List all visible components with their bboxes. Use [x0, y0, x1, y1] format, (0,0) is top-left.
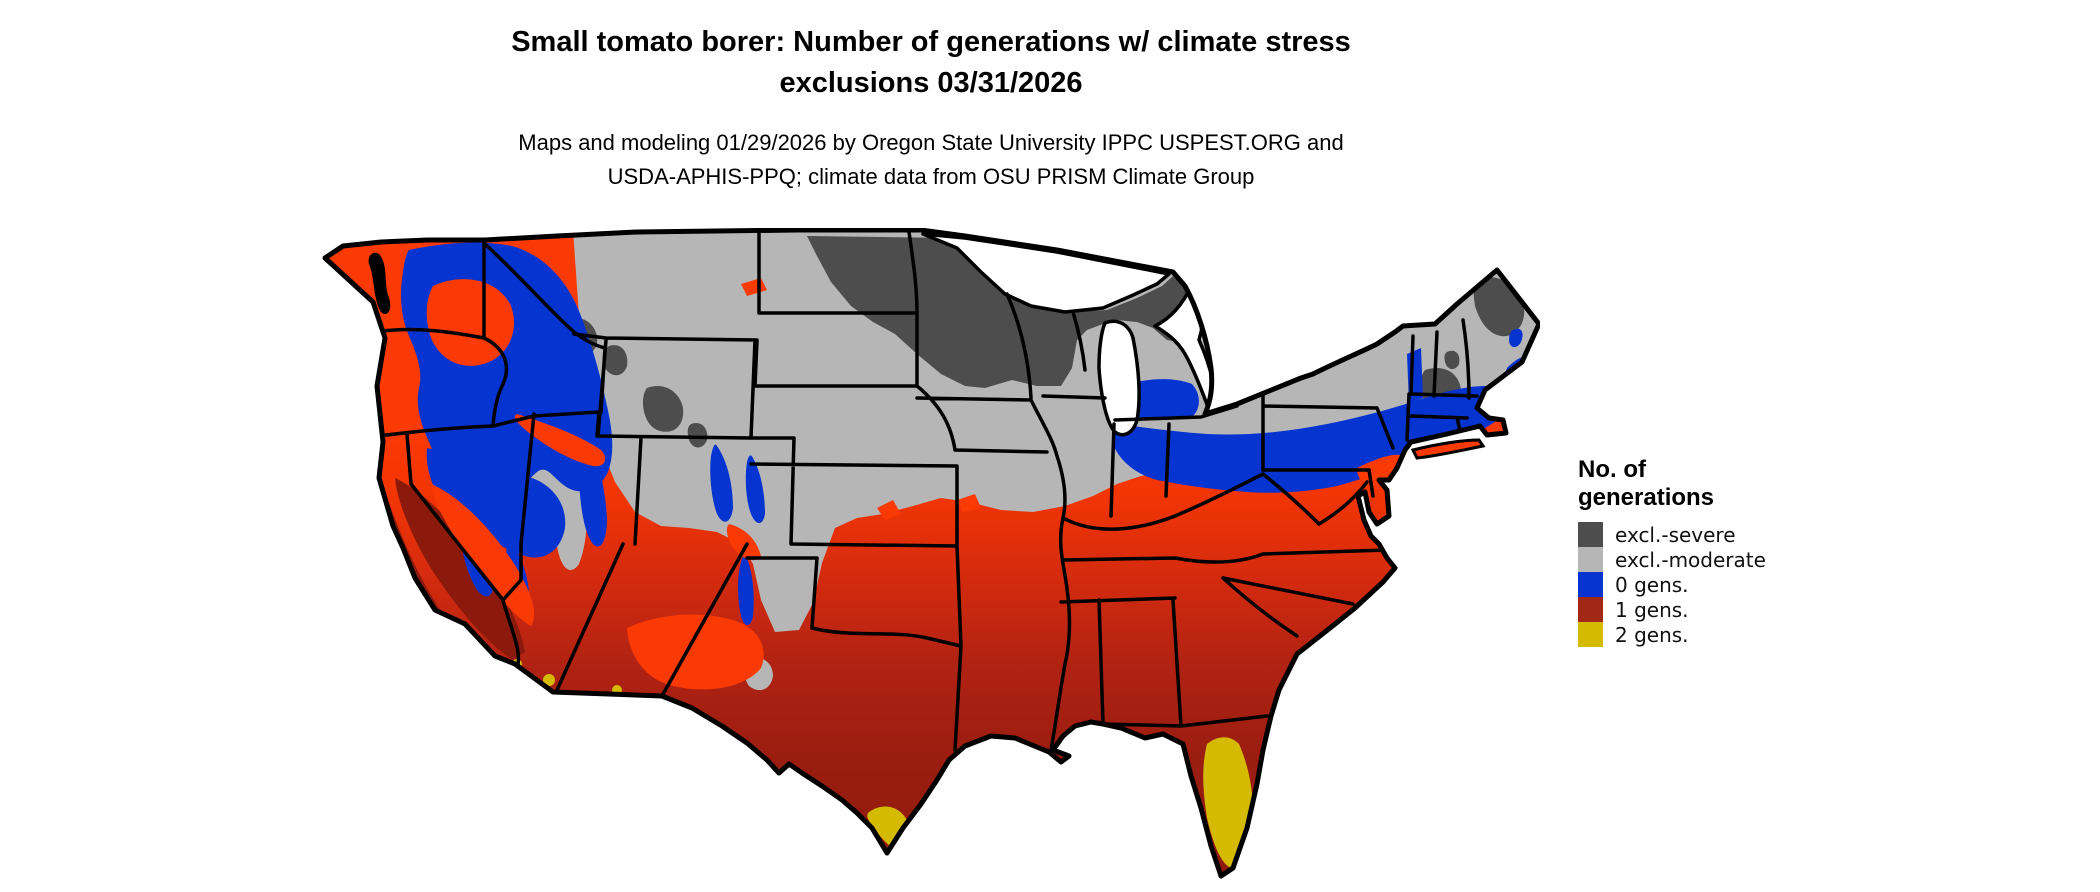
- zone-1gen-orange-patches: [358, 264, 1406, 690]
- title-line-2: exclusions 03/31/2026: [779, 67, 1083, 99]
- puget-sound: [368, 252, 391, 315]
- legend-item-0-gens: 0 gens.: [1578, 572, 1766, 597]
- map-attribution: Maps and modeling 01/29/2026 by Oregon S…: [331, 126, 1531, 194]
- legend-swatch-1-gens: [1578, 597, 1603, 622]
- us-outline: [322, 228, 1540, 879]
- long-island: [1410, 438, 1486, 460]
- us-pest-map: [317, 228, 1540, 892]
- legend-swatch-2-gens: [1578, 622, 1603, 647]
- legend: No. of generations excl.-severe excl.-mo…: [1578, 456, 1766, 647]
- legend-item-excl-moderate: excl.-moderate: [1578, 547, 1766, 572]
- legend-swatch-0-gens: [1578, 572, 1603, 597]
- legend-swatch-excl-severe: [1578, 522, 1603, 547]
- legend-item-1-gens: 1 gens.: [1578, 597, 1766, 622]
- title-line-1: Small tomato borer: Number of generation…: [511, 26, 1351, 58]
- state-borders: [329, 230, 1479, 752]
- lake-michigan: [1097, 319, 1141, 437]
- subtitle-line-1: Maps and modeling 01/29/2026 by Oregon S…: [518, 130, 1344, 155]
- legend-item-excl-severe: excl.-severe: [1578, 522, 1766, 547]
- legend-title: No. of generations: [1578, 456, 1715, 511]
- legend-swatch-excl-moderate: [1578, 547, 1603, 572]
- legend-item-2-gens: 2 gens.: [1578, 622, 1766, 647]
- subtitle-line-2: USDA-APHIS-PPQ; climate data from OSU PR…: [607, 164, 1255, 189]
- page-title: Small tomato borer: Number of generation…: [331, 22, 1531, 104]
- map-svg: [322, 228, 1540, 879]
- zone-california-dark-red: [380, 478, 525, 664]
